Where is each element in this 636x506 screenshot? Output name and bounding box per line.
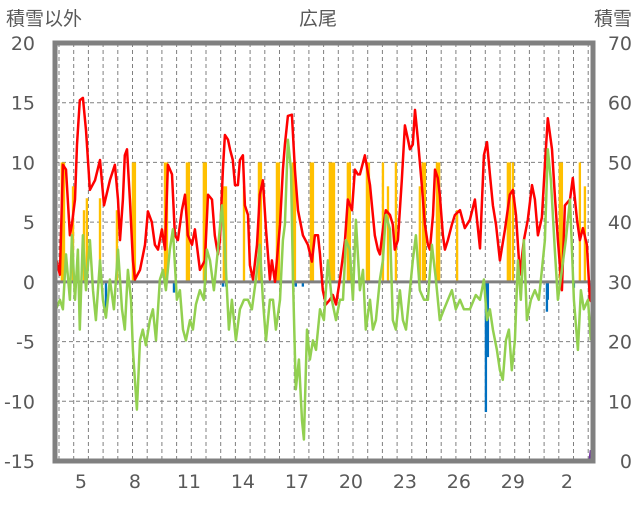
orange-bar bbox=[558, 162, 562, 282]
chart-title: 広尾 bbox=[299, 8, 337, 30]
blue-bar bbox=[221, 281, 225, 287]
plot-frame bbox=[52, 40, 596, 464]
orange-bar bbox=[560, 162, 564, 282]
orange-bar bbox=[98, 198, 102, 282]
orange-bar bbox=[242, 186, 246, 282]
y-right-tick-label: 50 bbox=[608, 152, 632, 174]
y-right-tick-label: 60 bbox=[608, 93, 632, 115]
y-left-tick-label: 5 bbox=[23, 212, 35, 234]
orange-bar bbox=[346, 162, 350, 282]
orange-bar bbox=[293, 162, 297, 282]
orange-bar bbox=[309, 162, 313, 282]
y-left-tick-label: -15 bbox=[4, 451, 35, 473]
orange-bar bbox=[131, 162, 135, 282]
orange-bar bbox=[187, 162, 191, 282]
x-tick-label: 2 bbox=[561, 471, 573, 493]
orange-bar bbox=[418, 186, 422, 282]
x-tick-label: 23 bbox=[393, 471, 417, 493]
y-left-tick-label: 20 bbox=[11, 33, 35, 55]
left-axis-title: 積雪以外 bbox=[6, 8, 82, 30]
orange-bar bbox=[328, 162, 332, 282]
orange-bar bbox=[365, 162, 369, 282]
orange-bar bbox=[578, 162, 582, 282]
x-tick-label: 26 bbox=[447, 471, 471, 493]
orange-bar bbox=[367, 162, 371, 282]
y-right-tick-label: 10 bbox=[608, 391, 632, 413]
x-tick-label: 17 bbox=[285, 471, 309, 493]
x-tick-label: 29 bbox=[501, 471, 525, 493]
orange-bar bbox=[508, 162, 512, 282]
orange-bar bbox=[421, 162, 425, 282]
blue-bar bbox=[546, 281, 549, 300]
y-right-tick-label: 40 bbox=[608, 212, 632, 234]
orange-bar bbox=[437, 162, 441, 282]
x-tick-label: 20 bbox=[339, 471, 363, 493]
orange-bar bbox=[224, 186, 228, 282]
y-left-tick-label: -10 bbox=[4, 391, 35, 413]
orange-bar bbox=[455, 210, 459, 282]
green-line bbox=[53, 138, 593, 441]
blue-bar bbox=[294, 281, 298, 287]
blue-bar bbox=[301, 281, 305, 287]
orange-bar bbox=[511, 162, 515, 282]
x-tick-label: 8 bbox=[129, 471, 141, 493]
x-tick-label: 14 bbox=[231, 471, 255, 493]
orange-bar bbox=[386, 186, 390, 282]
orange-bar bbox=[332, 162, 336, 282]
y-right-tick-label: 30 bbox=[608, 272, 632, 294]
orange-bar bbox=[394, 162, 398, 282]
blue-bar bbox=[172, 281, 176, 293]
orange-bar bbox=[71, 186, 75, 282]
blue-bar bbox=[104, 281, 108, 317]
orange-bar bbox=[311, 162, 315, 282]
orange-bar bbox=[133, 162, 137, 282]
y-left-tick-label: 10 bbox=[11, 152, 35, 174]
orange-bar bbox=[259, 162, 263, 282]
orange-bar bbox=[330, 162, 333, 282]
orange-bar bbox=[115, 210, 119, 282]
y-left-tick-label: 0 bbox=[23, 272, 35, 294]
x-tick-label: 11 bbox=[177, 471, 201, 493]
x-tick-label: 5 bbox=[75, 471, 87, 493]
y-right-tick-label: 70 bbox=[608, 33, 632, 55]
y-left-tick-label: -5 bbox=[16, 332, 35, 354]
y-right-tick-label: 20 bbox=[608, 332, 632, 354]
orange-bar bbox=[506, 162, 510, 282]
orange-bar bbox=[202, 162, 206, 282]
red-line bbox=[53, 96, 593, 306]
y-right-tick-label: 0 bbox=[620, 451, 632, 473]
series-lines bbox=[53, 96, 594, 463]
orange-bar bbox=[62, 162, 66, 282]
orange-bar bbox=[348, 162, 351, 282]
orange-bar bbox=[275, 162, 279, 282]
orange-bar bbox=[85, 198, 89, 282]
blue-bar bbox=[484, 281, 488, 413]
right-axis-title: 積雪 bbox=[594, 8, 632, 30]
orange-bar bbox=[435, 162, 439, 282]
y-left-tick-label: 15 bbox=[11, 93, 35, 115]
